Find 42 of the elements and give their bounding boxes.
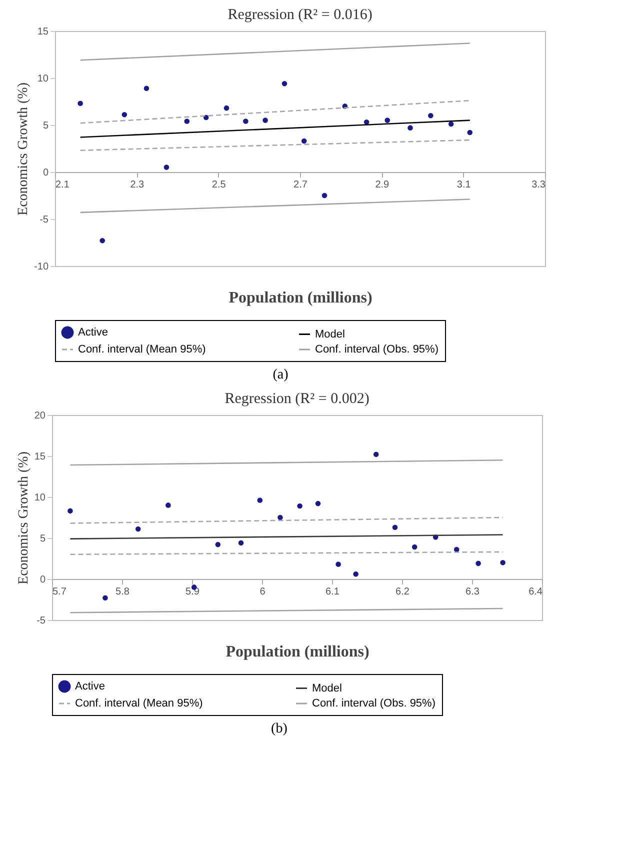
legend-label: Active — [75, 680, 105, 693]
legend-label: Model — [315, 328, 345, 340]
x-tick-label: 2.7 — [294, 180, 308, 190]
y-tick-label: 10 — [34, 492, 46, 504]
y-tick-label: -5 — [36, 616, 46, 626]
x-tick-label: 5.7 — [52, 586, 67, 598]
y-tick-label: 5 — [40, 534, 46, 544]
text: (a) — [272, 368, 289, 382]
chart-title: Regression (R² = 0.002) — [224, 391, 370, 407]
legend-label: Conf. interval (Mean 95%) — [75, 698, 203, 710]
legend-label: Conf. interval (Mean 95%) — [78, 344, 206, 356]
y-tick-label: 0 — [40, 574, 46, 586]
x-tick-label: 6 — [260, 586, 266, 598]
legend-label: Model — [312, 682, 342, 694]
x-tick-label: 6.4 — [528, 586, 543, 598]
y-tick-label: 15 — [37, 26, 49, 38]
x-axis-title: Population (millions) — [228, 290, 372, 306]
y-tick-label: 5 — [42, 120, 49, 132]
chart-title: Regression (R² = 0.016) — [228, 7, 372, 23]
x-tick-label: 2.1 — [56, 180, 70, 190]
x-tick-label: 3.1 — [456, 180, 472, 190]
text: (b) — [271, 722, 288, 736]
legend-label: Conf. interval (Obs. 95%) — [315, 344, 438, 356]
y-tick-label: 0 — [42, 168, 49, 178]
y-tick-label: -10 — [34, 262, 49, 272]
y-axis-title: Economics Growth (%) — [16, 82, 32, 216]
legend-label: Conf. interval (Obs. 95%) — [312, 698, 436, 710]
x-tick-label: 2.3 — [130, 180, 145, 190]
legend-label: Active — [78, 326, 108, 339]
x-tick-label: 6.3 — [466, 586, 480, 598]
x-axis-title: Population (millions) — [226, 644, 370, 660]
y-axis-title: Economics Growth (%) — [16, 451, 32, 584]
x-tick-label: 2.5 — [212, 180, 226, 190]
x-tick-label: 6.1 — [326, 586, 340, 598]
y-tick-label: 20 — [34, 410, 46, 422]
y-tick-label: 15 — [34, 452, 46, 462]
y-tick-label: -5 — [40, 214, 49, 226]
x-tick-label: 5.8 — [116, 586, 130, 598]
x-tick-label: 6.2 — [396, 586, 410, 598]
x-tick-label: 3.3 — [532, 180, 546, 190]
x-tick-label: 2.9 — [375, 180, 390, 190]
y-tick-label: 10 — [37, 74, 49, 84]
